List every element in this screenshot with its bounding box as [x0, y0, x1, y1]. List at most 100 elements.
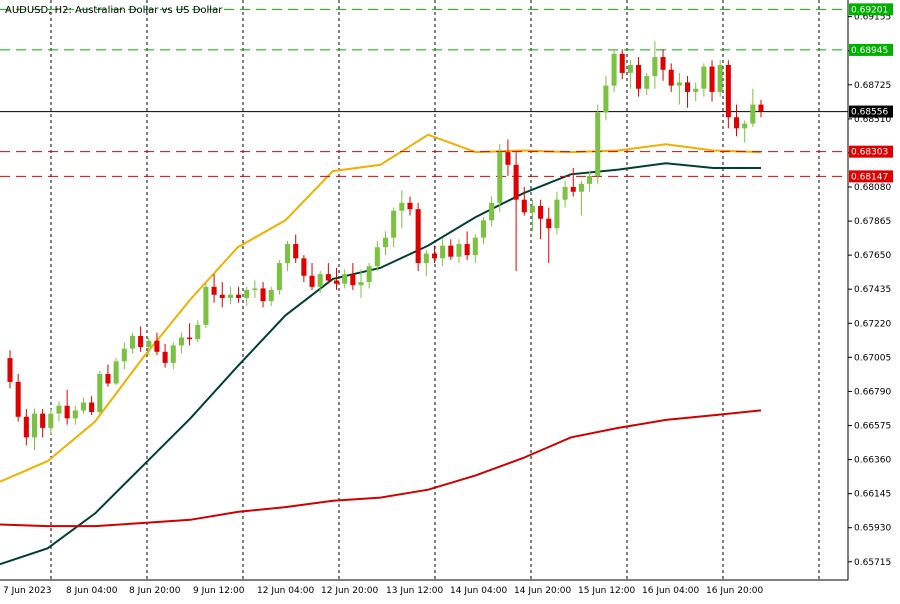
time-axis-label: 16 Jun 20:00	[706, 586, 763, 596]
price-axis-label: 0.67435	[854, 285, 891, 295]
candle-bullish	[97, 373, 103, 413]
candle-bearish	[350, 274, 356, 286]
candle-bullish	[652, 57, 658, 77]
candle-bullish	[203, 286, 209, 325]
candle-bullish	[676, 82, 682, 86]
candle-bullish	[317, 274, 323, 287]
candle-bullish	[578, 183, 584, 192]
moving-averages	[0, 133, 762, 566]
chart-title: AUDUSD, H2: Australian Dollar vs US Doll…	[5, 5, 223, 16]
level-label: 0.68303	[851, 148, 888, 158]
candle-bullish	[399, 202, 405, 211]
candle-bullish	[268, 290, 274, 302]
candle-bullish	[595, 112, 601, 176]
candle-bearish	[660, 57, 666, 70]
level-labels: 0.69201 0.68945 0.68556 0.68303 0.68147	[849, 3, 893, 183]
candle-bearish	[513, 164, 519, 200]
candle-bullish	[342, 274, 348, 284]
candle-bullish	[497, 152, 503, 203]
moving-average-slow	[0, 409, 762, 528]
time-axis-label: 8 Jun 20:00	[129, 586, 181, 596]
candle-bearish	[431, 253, 438, 259]
candle-bearish	[505, 152, 511, 165]
candle-bullish	[121, 348, 127, 362]
candle-bearish	[668, 69, 674, 86]
moving-average-fast	[0, 133, 762, 483]
candle-bullish	[391, 210, 397, 238]
time-axis-label: 12 Jun 04:00	[257, 586, 314, 596]
candle-bullish	[129, 335, 135, 349]
candle-bullish	[358, 282, 364, 286]
candle-bearish	[260, 288, 266, 302]
candle-bullish	[31, 413, 38, 438]
candle-bullish	[611, 53, 617, 86]
time-axis-label: 12 Jun 20:00	[321, 586, 378, 596]
candle-bullish	[227, 294, 233, 298]
candle-bullish	[146, 340, 152, 348]
candle-bearish	[23, 416, 29, 438]
price-axis-label: 0.68510	[854, 115, 891, 125]
candle-bearish	[636, 64, 642, 89]
candle-bullish	[717, 64, 723, 92]
candle-bullish	[423, 253, 429, 264]
candle-bearish	[236, 294, 242, 298]
candle-bearish	[709, 66, 715, 92]
candle-bullish	[276, 263, 282, 290]
level-label: 0.68945	[851, 46, 888, 56]
price-axis-label: 0.67220	[854, 319, 891, 329]
candle-bullish	[701, 66, 707, 89]
candle-bearish	[725, 64, 731, 118]
candle-bearish	[40, 413, 46, 428]
candle-bearish	[333, 280, 340, 284]
candle-bearish	[464, 244, 470, 256]
time-axis-label: 16 Jun 04:00	[642, 586, 699, 596]
price-axis-label: 0.66575	[854, 421, 891, 431]
candle-bullish	[603, 85, 609, 113]
level-label-box	[849, 105, 893, 118]
candle-bearish	[211, 286, 217, 295]
price-axis-label: 0.68080	[854, 183, 891, 193]
candle-bullish	[554, 199, 560, 229]
time-axis: 7 Jun 2023 8 Jun 04:00 8 Jun 20:00 9 Jun 12…	[3, 586, 763, 596]
candle-bearish	[64, 405, 70, 419]
horizontal-levels	[0, 8, 848, 177]
price-axis-label: 0.69155	[854, 13, 891, 23]
candle-bullish	[627, 64, 633, 73]
candle-bearish	[407, 202, 413, 210]
candle-bullish	[374, 247, 380, 267]
candle-bullish	[170, 345, 176, 363]
candle-bearish	[138, 335, 144, 348]
time-axis-label: 13 Jun 12:00	[386, 586, 443, 596]
candle-bearish	[15, 381, 21, 417]
candle-bullish	[529, 206, 535, 213]
candle-bullish	[562, 186, 568, 200]
price-axis-label: 0.65930	[854, 524, 891, 534]
candle-bullish	[56, 405, 62, 414]
candle-bearish	[733, 117, 740, 129]
candle-bullish	[480, 220, 486, 238]
candle-bearish	[187, 337, 193, 340]
moving-average-medium	[0, 162, 761, 566]
candle-bearish	[293, 244, 299, 259]
candle-bullish	[48, 413, 54, 428]
candle-bullish	[440, 245, 446, 259]
candle-bearish	[570, 186, 576, 192]
candle-bearish	[325, 274, 331, 281]
candle-bearish	[89, 402, 95, 413]
candle-bearish	[105, 373, 111, 384]
candle-bearish	[546, 218, 552, 229]
price-axis-label: 0.65715	[854, 558, 891, 568]
candle-bullish	[178, 337, 184, 346]
level-label-box	[849, 170, 893, 183]
time-axis-label: 15 Jun 12:00	[578, 586, 635, 596]
candle-bullish	[80, 402, 86, 411]
price-axis-label: 0.67650	[854, 251, 891, 261]
candle-bearish	[162, 351, 168, 363]
candle-bearish	[685, 82, 691, 92]
time-axis-label: 14 Jun 20:00	[514, 586, 571, 596]
grid-layer	[50, 0, 820, 580]
time-axis-label: 9 Jun 12:00	[193, 586, 245, 596]
candle-bullish	[195, 324, 201, 340]
